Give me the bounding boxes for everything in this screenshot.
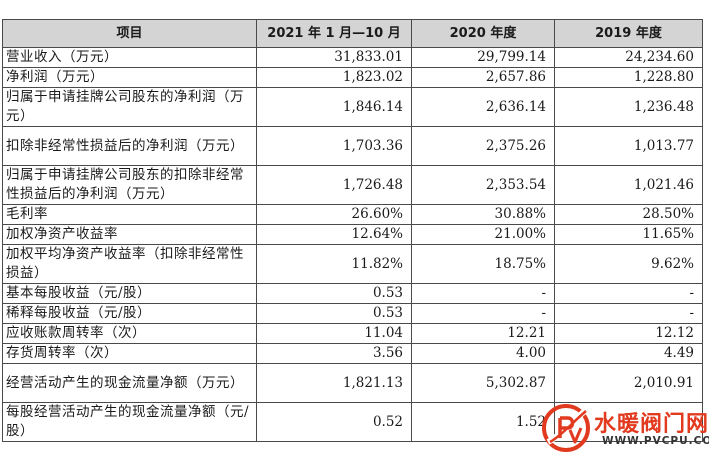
cell-2021: 11.82%	[256, 244, 412, 284]
row-label: 营业收入（万元）	[2, 47, 257, 68]
row-label: 稀释每股收益（元/股）	[2, 303, 257, 324]
table-header-row: 项目 2021 年 1 月—10 月 2020 年度 2019 年度	[2, 19, 703, 48]
cell-2019: 1,013.77	[554, 126, 703, 166]
cell-2021: 31,833.01	[256, 47, 412, 68]
cell-2019: 12.12	[554, 323, 703, 344]
row-label: 基本每股收益（元/股）	[2, 283, 257, 304]
cell-2019: -	[554, 303, 703, 324]
row-label: 归属于申请挂牌公司股东的净利润（万元）	[2, 87, 257, 127]
table-row: 应收账款周转率（次） 11.04 12.21 12.12	[2, 323, 703, 344]
cell-2020: 2,636.14	[411, 87, 555, 127]
table-row: 稀释每股收益（元/股） 0.53 - -	[2, 303, 703, 324]
table-row: 毛利率 26.60% 30.88% 28.50%	[2, 204, 703, 225]
cell-2019: 11.65%	[554, 224, 703, 245]
cell-2020: -	[411, 283, 555, 304]
financial-indicators-table: 项目 2021 年 1 月—10 月 2020 年度 2019 年度 营业收入（…	[2, 19, 703, 442]
row-label: 毛利率	[2, 204, 257, 225]
row-label: 应收账款周转率（次）	[2, 323, 257, 344]
cell-2019: -	[554, 283, 703, 304]
watermark-site-name: 水暖阀门网	[594, 412, 709, 437]
cell-2021: 1,821.13	[256, 363, 412, 403]
row-label: 每股经营活动产生的现金流量净额（元/股）	[2, 402, 257, 442]
row-label: 归属于申请挂牌公司股东的扣除非经常性损益后的净利润（万元）	[2, 165, 257, 205]
header-2019: 2019 年度	[554, 19, 703, 48]
cell-2020: 1.52	[411, 402, 555, 442]
cell-2021: 3.56	[256, 343, 412, 364]
header-2020: 2020 年度	[411, 19, 555, 48]
cell-2019: 2,010.91	[554, 363, 703, 403]
cell-2020: 5,302.87	[411, 363, 555, 403]
watermark-url: WWW.PVCPU.COM	[602, 435, 709, 447]
row-label: 经营活动产生的现金流量净额（万元）	[2, 363, 257, 403]
cell-2020: 29,799.14	[411, 47, 555, 68]
cell-2020: 18.75%	[411, 244, 555, 284]
table-row: 扣除非经常性损益后的净利润（万元） 1,703.36 2,375.26 1,01…	[2, 126, 703, 166]
row-label: 加权净资产收益率	[2, 224, 257, 245]
cell-2020: 4.00	[411, 343, 555, 364]
cell-2020: 12.21	[411, 323, 555, 344]
cell-2019: 1,021.46	[554, 165, 703, 205]
cell-2021: 11.04	[256, 323, 412, 344]
table-row: 基本每股收益（元/股） 0.53 - -	[2, 283, 703, 304]
table-row: 营业收入（万元） 31,833.01 29,799.14 24,234.60	[2, 47, 703, 68]
row-label: 扣除非经常性损益后的净利润（万元）	[2, 126, 257, 166]
cell-2021: 1,726.48	[256, 165, 412, 205]
cell-2021: 1,823.02	[256, 67, 412, 88]
cell-2021: 1,846.14	[256, 87, 412, 127]
cell-2020: 30.88%	[411, 204, 555, 225]
cell-2020: 2,353.54	[411, 165, 555, 205]
table-row: 经营活动产生的现金流量净额（万元） 1,821.13 5,302.87 2,01…	[2, 363, 703, 403]
cell-2019: 1,228.80	[554, 67, 703, 88]
cell-2020: 2,657.86	[411, 67, 555, 88]
cell-2019: 4.49	[554, 343, 703, 364]
table-row: 归属于申请挂牌公司股东的扣除非经常性损益后的净利润（万元） 1,726.48 2…	[2, 165, 703, 205]
cell-2021: 0.53	[256, 303, 412, 324]
table-row: 归属于申请挂牌公司股东的净利润（万元） 1,846.14 2,636.14 1,…	[2, 87, 703, 127]
table-row: 存货周转率（次） 3.56 4.00 4.49	[2, 343, 703, 364]
table-row: 净利润（万元） 1,823.02 2,657.86 1,228.80	[2, 67, 703, 88]
table-row: 加权平均净资产收益率（扣除非经常性损益） 11.82% 18.75% 9.62%	[2, 244, 703, 284]
header-2021: 2021 年 1 月—10 月	[256, 19, 412, 48]
cell-2021: 12.64%	[256, 224, 412, 245]
cell-2019: 9.62%	[554, 244, 703, 284]
pv-logo-icon	[542, 404, 590, 452]
cell-2021: 1,703.36	[256, 126, 412, 166]
cell-2019: 24,234.60	[554, 47, 703, 68]
cell-2021: 0.52	[256, 402, 412, 442]
cell-2020: -	[411, 303, 555, 324]
cell-2020: 21.00%	[411, 224, 555, 245]
row-label: 加权平均净资产收益率（扣除非经常性损益）	[2, 244, 257, 284]
row-label: 净利润（万元）	[2, 67, 257, 88]
cell-2020: 2,375.26	[411, 126, 555, 166]
cell-2021: 26.60%	[256, 204, 412, 225]
cell-2021: 0.53	[256, 283, 412, 304]
cell-2019: 1,236.48	[554, 87, 703, 127]
row-label: 存货周转率（次）	[2, 343, 257, 364]
cell-2019: 28.50%	[554, 204, 703, 225]
header-item: 项目	[2, 19, 257, 48]
site-watermark: 水暖阀门网 WWW.PVCPU.COM	[540, 400, 709, 456]
table-row: 加权净资产收益率 12.64% 21.00% 11.65%	[2, 224, 703, 245]
